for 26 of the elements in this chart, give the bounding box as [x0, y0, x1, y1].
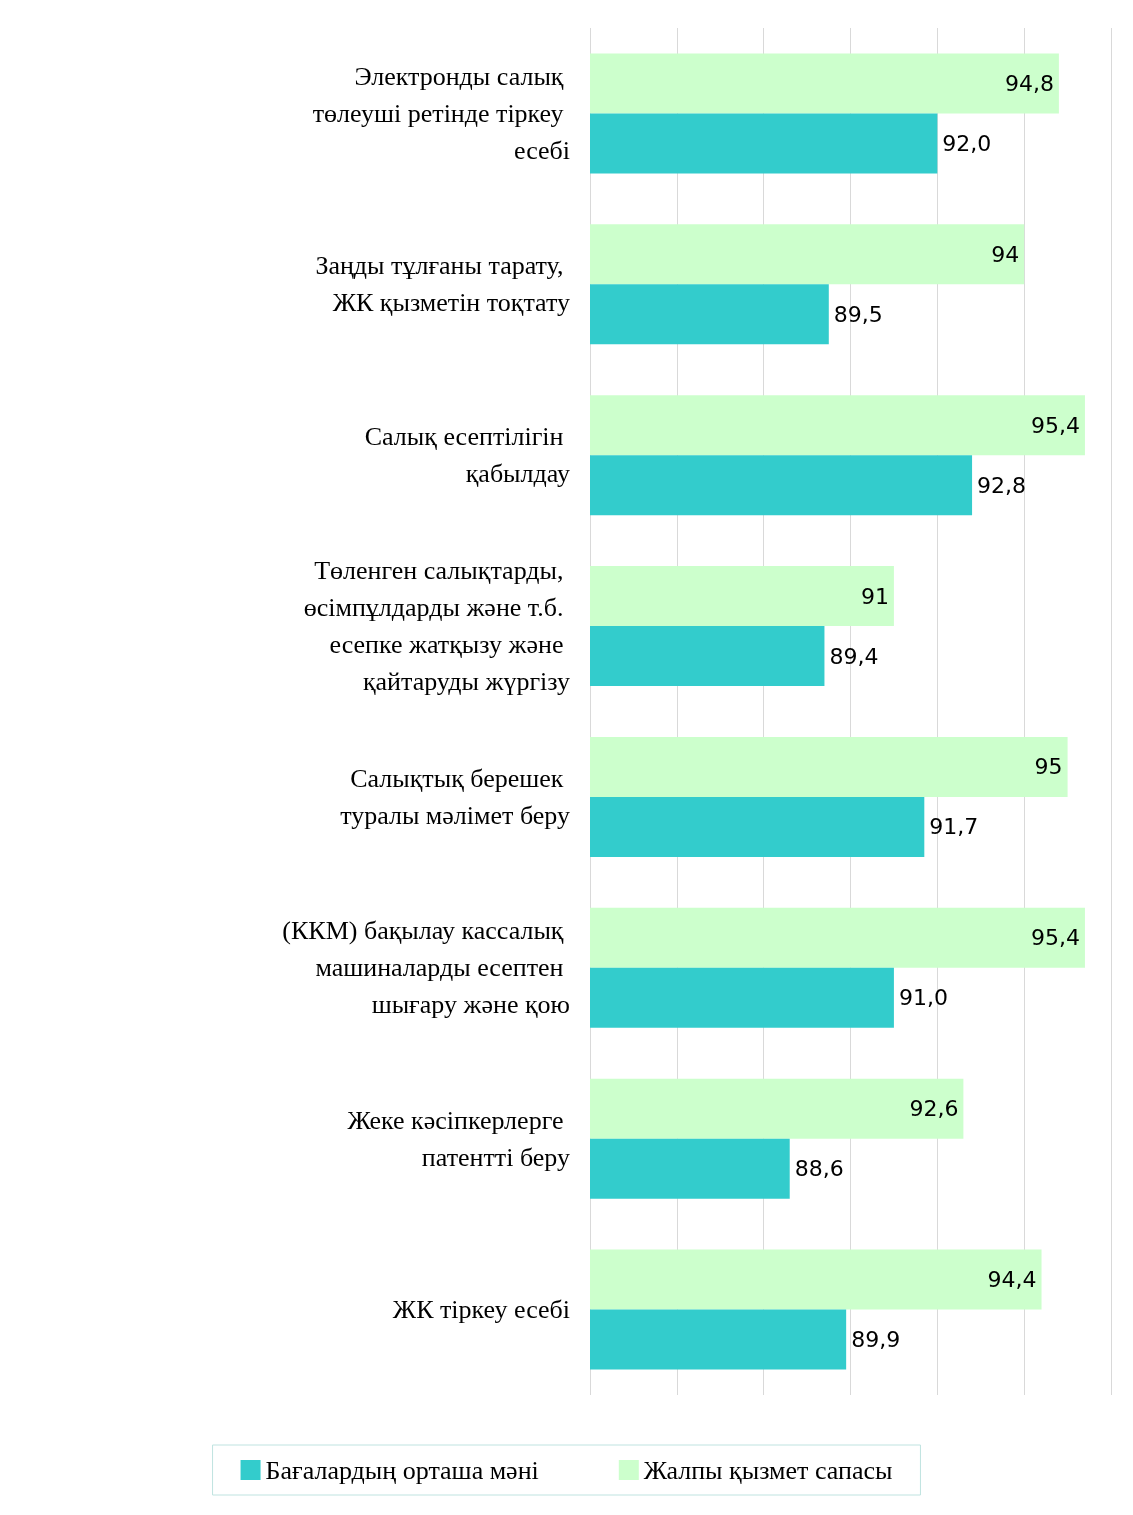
data-label: 88,6: [794, 1156, 844, 1182]
y-tick-label: Электронды салық төлеуші ретінде тіркеу есебі: [312, 61, 570, 165]
y-tick-label: Заңды тұлғаны тарату, ЖК қызметін тоқтату: [315, 251, 570, 318]
y-tick-label: (ККМ) бақылау кассалық машиналарды есептен шығару және қою: [282, 916, 570, 1020]
data-label: 94,8: [1004, 70, 1054, 96]
y-tick-label: ЖК тіркеу есебі: [392, 1295, 570, 1325]
data-label: 91: [860, 583, 889, 609]
data-label: 91,7: [929, 814, 979, 840]
y-tick-label: Салық есептілігін қабылдау: [364, 422, 570, 489]
legend-label: Бағалардың орташа мәні: [265, 1455, 539, 1485]
data-label: 94,4: [987, 1267, 1037, 1293]
data-label: 89,4: [829, 643, 879, 669]
data-label: 95,4: [1030, 925, 1080, 951]
data-label: 89,5: [833, 301, 883, 327]
data-label: 92,6: [909, 1096, 959, 1122]
data-label: 94: [991, 241, 1020, 267]
data-label: 92,8: [977, 472, 1027, 498]
data-label: 95,4: [1030, 412, 1080, 438]
y-tick-label: Төленген салықтарды, өсімпұлдарды және т.б. есепке жатқызу және қайтаруды жүргізу: [303, 556, 570, 697]
y-tick-label: Жеке кәсіпкерлерге патентті беру: [347, 1105, 570, 1172]
data-label: 92,0: [942, 130, 992, 156]
legend-label: Жалпы қызмет сапасы: [643, 1455, 893, 1485]
data-label: 89,9: [851, 1327, 901, 1353]
y-tick-label: Салықтық берешек туралы мәлімет беру: [340, 763, 570, 830]
data-label: 91,0: [898, 985, 948, 1011]
data-label: 95: [1034, 754, 1063, 780]
